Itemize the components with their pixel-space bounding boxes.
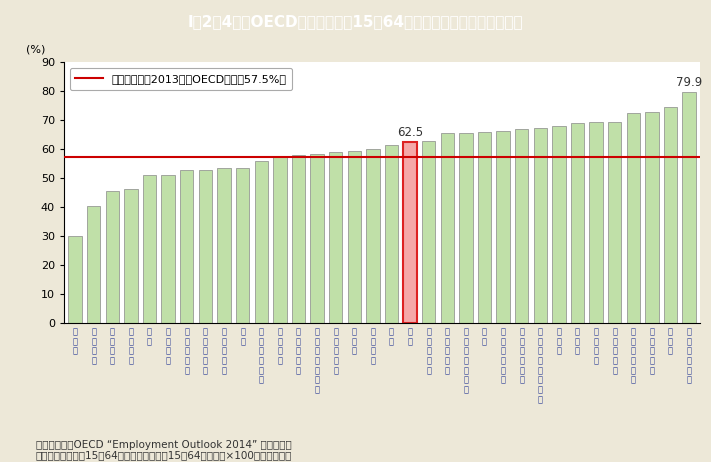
Bar xyxy=(124,188,138,323)
Bar xyxy=(87,206,100,323)
Text: ア
イ
ス
ラ
ン
ド: ア イ ス ラ ン ド xyxy=(687,327,692,385)
Bar xyxy=(236,168,250,323)
Bar xyxy=(348,151,361,323)
Text: 英
国: 英 国 xyxy=(482,327,487,346)
Bar xyxy=(180,170,193,323)
Text: メ
キ
シ
コ: メ キ シ コ xyxy=(110,327,115,365)
Text: 79.9: 79.9 xyxy=(676,76,702,89)
Text: ポ
ー
ラ
ン
ド: ポ ー ラ ン ド xyxy=(222,327,227,375)
Text: ニ
ュ
ー
ジ
ー
ラ
ン
ド: ニ ュ ー ジ ー ラ ン ド xyxy=(538,327,542,404)
Text: ハ
ン
ガ
リ
ー: ハ ン ガ リ ー xyxy=(184,327,189,375)
Bar xyxy=(329,152,342,323)
Bar xyxy=(515,129,528,323)
Bar xyxy=(143,176,156,323)
Text: 米
国: 米 国 xyxy=(389,327,394,346)
Bar xyxy=(664,107,678,323)
Bar xyxy=(422,140,435,323)
Bar xyxy=(292,155,305,323)
Text: オ
ー
ス
ト
リ
ア: オ ー ス ト リ ア xyxy=(501,327,506,385)
Text: イ
タ
リ
ア: イ タ リ ア xyxy=(129,327,134,365)
Bar xyxy=(552,126,566,323)
Text: デ
ン
マ
ー
ク: デ ン マ ー ク xyxy=(612,327,617,375)
Bar xyxy=(255,161,268,323)
Text: 日
本: 日 本 xyxy=(407,327,412,346)
Text: ス
イ
ス: ス イ ス xyxy=(668,327,673,356)
Text: カ
ナ
ダ: カ ナ ダ xyxy=(575,327,580,356)
Bar xyxy=(218,168,230,323)
Text: I－2－4図　OECD諸国の女性（15～64歳）の就業率（平成２５年）: I－2－4図 OECD諸国の女性（15～64歳）の就業率（平成２５年） xyxy=(188,14,523,30)
Text: ノ
ル
ウ
ェ
ー: ノ ル ウ ェ ー xyxy=(649,327,654,375)
Text: ポ
ル
ト
ガ
ル: ポ ル ト ガ ル xyxy=(296,327,301,375)
Text: 62.5: 62.5 xyxy=(397,126,423,139)
Text: ル
ク
セ
ン
ブ
ル
ク: ル ク セ ン ブ ル ク xyxy=(314,327,319,395)
Bar xyxy=(68,236,82,323)
Bar xyxy=(626,113,640,323)
Text: エ
ス
ト
ニ
ア: エ ス ト ニ ア xyxy=(445,327,450,375)
Bar xyxy=(441,134,454,323)
Bar xyxy=(459,134,473,323)
Text: ス
ロ
バ
キ
ア: ス ロ バ キ ア xyxy=(203,327,208,375)
Text: ベ
ル
ギ
ー: ベ ル ギ ー xyxy=(277,327,282,365)
Bar xyxy=(403,142,417,323)
Bar xyxy=(646,112,658,323)
Bar xyxy=(496,131,510,323)
Text: ト
ル
コ: ト ル コ xyxy=(73,327,77,356)
Text: ア
イ
ル
ラ
ン
ド: ア イ ル ラ ン ド xyxy=(259,327,264,385)
Bar xyxy=(273,157,287,323)
Text: イ
ス
ラ
エ
ル: イ ス ラ エ ル xyxy=(426,327,431,375)
Text: オ
ー
ス
ト
ラ
リ
ア: オ ー ス ト ラ リ ア xyxy=(464,327,469,395)
Text: フ
ラ
ン
ス: フ ラ ン ス xyxy=(370,327,375,365)
Text: ２．就業率は「15～64歳就業者数」／「15～64歳人口」×100により算出。: ２．就業率は「15～64歳就業者数」／「15～64歳人口」×100により算出。 xyxy=(36,450,292,460)
Bar xyxy=(534,128,547,323)
Bar xyxy=(366,149,380,323)
Bar xyxy=(310,154,324,323)
Text: ド
イ
ツ: ド イ ツ xyxy=(557,327,562,356)
Bar xyxy=(161,176,175,323)
Text: ス
ペ
イ
ン: ス ペ イ ン xyxy=(166,327,171,365)
Bar xyxy=(571,123,584,323)
Legend: 平成２５年（2013年）OECD平均（57.5%）: 平成２５年（2013年）OECD平均（57.5%） xyxy=(70,68,292,90)
Text: （備考）１．OECD “Employment Outlook 2014” より作成。: （備考）１．OECD “Employment Outlook 2014” より作… xyxy=(36,440,292,450)
Text: ス
ウ
ェ
ー
デ
ン: ス ウ ェ ー デ ン xyxy=(631,327,636,385)
Bar xyxy=(478,132,491,323)
Bar xyxy=(589,122,603,323)
Text: チ
リ: チ リ xyxy=(147,327,152,346)
Bar xyxy=(608,122,621,323)
Text: オ
ラ
ン
ダ: オ ラ ン ダ xyxy=(594,327,599,365)
Text: ギ
リ
シ
ャ: ギ リ シ ャ xyxy=(91,327,96,365)
Text: 韓
国: 韓 国 xyxy=(240,327,245,346)
Text: フ
ィ
ン
ラ
ン
ド: フ ィ ン ラ ン ド xyxy=(519,327,524,385)
Text: ス
ロ
ベ
ニ
ア: ス ロ ベ ニ ア xyxy=(333,327,338,375)
Bar xyxy=(198,170,212,323)
Bar xyxy=(683,91,696,323)
Text: チ
ェ
コ: チ ェ コ xyxy=(352,327,357,356)
Bar xyxy=(385,145,398,323)
Bar xyxy=(106,191,119,323)
Text: (%): (%) xyxy=(26,44,46,55)
